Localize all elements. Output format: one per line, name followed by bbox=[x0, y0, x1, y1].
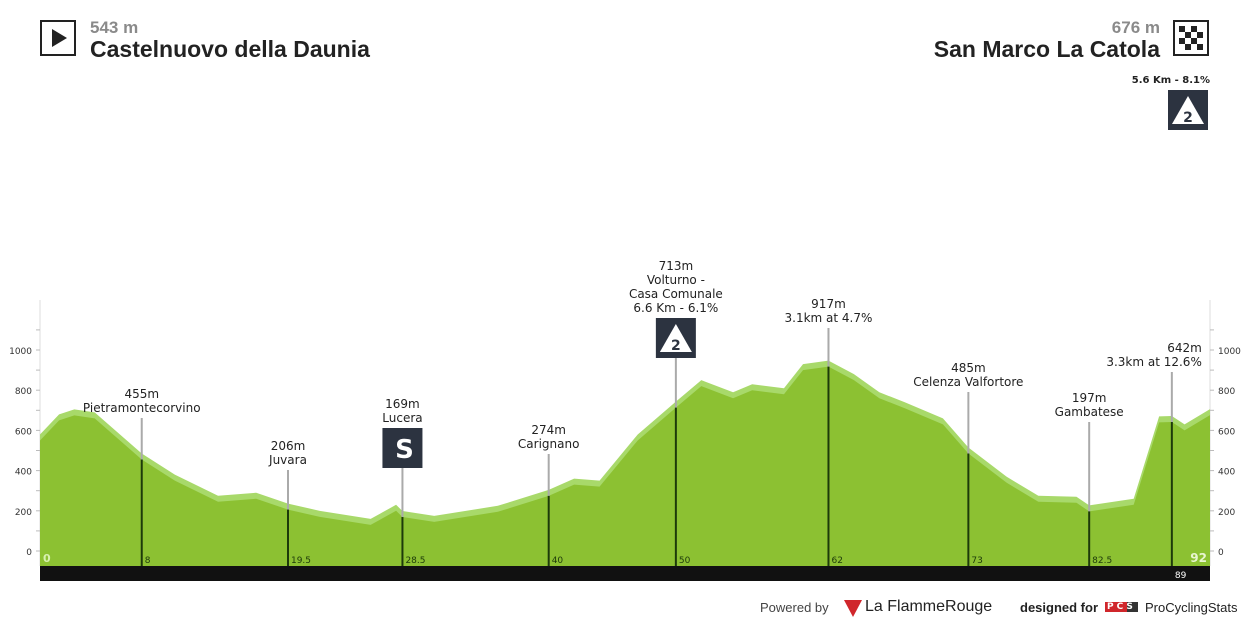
start-km-label: 0 bbox=[43, 552, 51, 565]
km-label: 89 bbox=[1175, 571, 1187, 581]
km-label: 82.5 bbox=[1092, 556, 1112, 566]
climb-icon bbox=[659, 324, 692, 352]
marker-label: 206m bbox=[271, 439, 306, 453]
pcs-brand: ProCyclingStats bbox=[1145, 600, 1238, 615]
y-tick-label-left: 800 bbox=[15, 387, 32, 397]
marker-label: 642m bbox=[1167, 341, 1202, 355]
finish-climb: 5.6 Km - 8.1% bbox=[1131, 75, 1210, 86]
y-tick-label-right: 600 bbox=[1218, 427, 1235, 437]
pcs-logo: PCS bbox=[1105, 602, 1138, 612]
y-tick-label-right: 400 bbox=[1218, 468, 1235, 478]
profile-area bbox=[40, 366, 1210, 566]
marker-label: Celenza Valfortore bbox=[913, 375, 1023, 389]
end-km-label: 92 bbox=[1190, 551, 1207, 565]
y-tick-label-left: 400 bbox=[15, 468, 32, 478]
powered-by: Powered by bbox=[760, 600, 829, 615]
marker-label: 169m bbox=[385, 397, 420, 411]
finish-elevation: 676 m bbox=[1111, 18, 1160, 37]
finish-flag-icon bbox=[1173, 20, 1209, 56]
marker-label: 197m bbox=[1072, 391, 1107, 405]
y-tick-label-left: 600 bbox=[15, 427, 32, 437]
marker-label: Gambatese bbox=[1055, 405, 1124, 419]
distance-bar bbox=[40, 566, 1210, 581]
marker-label: 6.6 Km - 6.1% bbox=[633, 301, 718, 315]
marker-label: Pietramontecorvino bbox=[83, 401, 201, 415]
marker-label: 455m bbox=[124, 387, 159, 401]
climb-category: 2 bbox=[671, 338, 681, 354]
y-tick-label-left: 1000 bbox=[9, 347, 32, 357]
km-label: 50 bbox=[679, 556, 691, 566]
km-label: 8 bbox=[145, 556, 151, 566]
marker-label: 274m bbox=[531, 423, 566, 437]
finish-header: 676 m San Marco La Catola bbox=[934, 18, 1160, 63]
finish-town: San Marco La Catola bbox=[933, 36, 1160, 62]
marker-label: Juvara bbox=[268, 453, 307, 467]
marker-label: Carignano bbox=[518, 437, 580, 451]
start-town: Castelnuovo della Daunia bbox=[90, 36, 370, 62]
flamme-rouge-logo bbox=[843, 598, 863, 622]
marker-label: 3.3km at 12.6% bbox=[1106, 355, 1202, 369]
y-tick-label-left: 200 bbox=[15, 508, 32, 518]
y-tick-label-left: 0 bbox=[26, 548, 32, 558]
marker-label: Lucera bbox=[382, 411, 422, 425]
profile-chart: 0 0 200 200 400 400 600 600 800 800 1000 1000 0 92 Pie… bbox=[9, 259, 1241, 581]
sprint-badge bbox=[382, 428, 423, 468]
start-elevation: 543 m bbox=[90, 18, 139, 37]
km-label: 28.5 bbox=[405, 556, 425, 566]
marker-label: 917m bbox=[811, 297, 846, 311]
marker-label: 485m bbox=[951, 361, 986, 375]
y-tick-label-right: 800 bbox=[1218, 387, 1235, 397]
km-label: 73 bbox=[971, 556, 982, 566]
km-label: 62 bbox=[831, 556, 842, 566]
start-header: 543 m Castelnuovo della Daunia bbox=[90, 18, 370, 63]
marker-label: 713m bbox=[659, 259, 694, 273]
marker-label: Casa Comunale bbox=[629, 287, 723, 301]
sprint-icon: S bbox=[395, 435, 414, 465]
y-tick-label-right: 1000 bbox=[1218, 347, 1241, 357]
y-tick-label-right: 0 bbox=[1218, 548, 1224, 558]
designed-for: designed for bbox=[1020, 600, 1099, 615]
flamme-rouge-brand: La FlammeRouge bbox=[865, 598, 993, 615]
km-label: 19.5 bbox=[291, 556, 311, 566]
km-label: 40 bbox=[552, 556, 564, 566]
start-flag-icon bbox=[40, 20, 76, 56]
y-tick-label-right: 200 bbox=[1218, 508, 1235, 518]
finish-climb-badge: 2 bbox=[1168, 90, 1208, 130]
marker-label: Volturno - bbox=[647, 273, 705, 287]
svg-text:2: 2 bbox=[1183, 110, 1193, 126]
marker-label: 3.1km at 4.7% bbox=[785, 311, 873, 325]
